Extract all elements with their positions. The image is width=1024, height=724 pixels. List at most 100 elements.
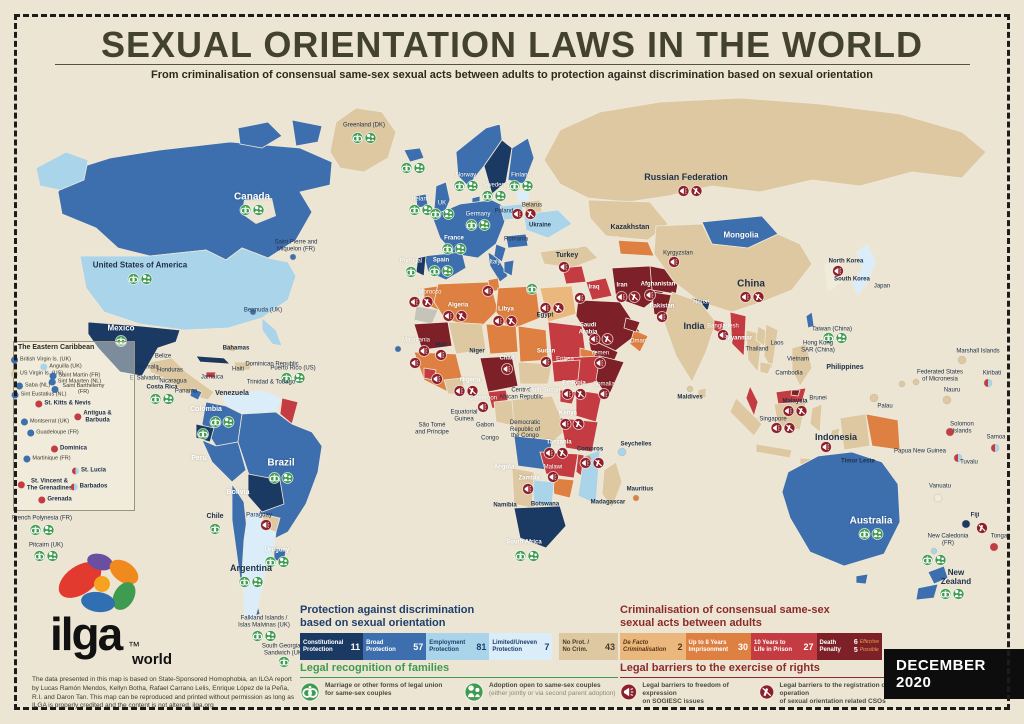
country-cuba (195, 355, 232, 365)
adoption-icon (277, 556, 290, 568)
marriage-icon (238, 576, 251, 588)
adoption-icon (478, 219, 491, 231)
registration-icon (466, 385, 479, 397)
registration-icon (455, 310, 468, 322)
registration-icon (552, 302, 565, 314)
legend-barriers-heading: Legal barriers to the exercise of rights (620, 662, 888, 678)
expression-icon (442, 310, 455, 322)
country-nz1 (927, 565, 949, 585)
expression-icon (477, 401, 489, 413)
death-penalty-count: 6 (853, 639, 858, 647)
legend-segment-label: 10 Years to Life in Prison (754, 639, 793, 653)
adoption-icon (934, 554, 947, 566)
marriage-icon (441, 243, 454, 255)
legend-criminalisation: Criminalisation of consensual same-sex s… (620, 604, 882, 661)
marriage-icon (508, 180, 521, 192)
inset-item: St. Lucia (71, 467, 106, 475)
death-penalty-kind: Effective (859, 639, 879, 646)
marriage-icon (278, 656, 290, 668)
country-myanmar (729, 311, 747, 357)
inset-country-dot (49, 372, 57, 380)
inset-country-dot (50, 445, 58, 453)
countries-layer (35, 97, 987, 623)
country-sulawesi (809, 403, 823, 433)
country-balkans (493, 243, 507, 263)
country-finland (507, 137, 535, 185)
legend-segment: Employment Protection 81 (426, 633, 490, 661)
legend-item-text: Legal barriers to freedom of expression … (642, 681, 729, 705)
inset-item: Sint Eustatius (NL) (11, 391, 67, 399)
marriage-icon (481, 190, 494, 202)
country-maluku (829, 427, 841, 439)
island-dot (289, 253, 297, 261)
marriage-icon (465, 219, 478, 231)
inset-title: The Eastern Caribbean (18, 344, 95, 351)
inset-country-label: Martinique (FR) (32, 455, 71, 462)
country-russia (543, 97, 987, 203)
inset-country-label: Sint Eustatius (NL) (20, 391, 67, 398)
island-dot (617, 447, 627, 457)
legend-segment: 10 Years to Life in Prison 27 (751, 633, 817, 661)
country-peru (201, 439, 247, 483)
inset-country-dot (23, 455, 31, 463)
adoption-icon (466, 180, 479, 192)
adoption-icon (222, 416, 235, 428)
adoption-icon (464, 682, 484, 702)
country-hispaniola (233, 361, 253, 371)
inset-country-dot (27, 429, 35, 437)
island-dot (394, 345, 402, 353)
logo-tm: ™ (128, 639, 140, 653)
country-botswana (531, 479, 555, 507)
marriage-icon (405, 266, 417, 278)
expression-icon (615, 291, 628, 303)
legend-barriers: Legal barriers to the exercise of rights… (620, 662, 888, 706)
registration-icon (592, 457, 605, 469)
legend-criminalisation-heading: Criminalisation of consensual same-sex s… (620, 604, 830, 629)
inset-item: St. Vincent & The Grenadines (17, 478, 72, 491)
marriage-icon (239, 204, 252, 216)
inset-item: Sint Maarten (NL) (48, 378, 101, 386)
expression-icon (453, 385, 466, 397)
expression-icon (539, 302, 552, 314)
adoption-icon (871, 528, 884, 540)
adoption-icon (521, 180, 534, 192)
ilga-logo: ilga ™ world (50, 553, 172, 668)
registration-icon (759, 684, 775, 700)
registration-icon (690, 185, 703, 197)
inset-item: Barbados (70, 483, 107, 491)
island-dot (945, 427, 955, 437)
registration-icon (783, 422, 796, 434)
adoption-icon (494, 190, 507, 202)
registration-icon (505, 315, 518, 327)
expression-icon (482, 285, 494, 297)
expression-icon (598, 388, 610, 400)
country-canada (57, 141, 333, 261)
adoption-icon (281, 472, 294, 484)
legend-segment-count: 57 (413, 641, 424, 652)
marriage-icon (264, 556, 277, 568)
inset-country-dot (71, 467, 79, 475)
legend-item: Adoption open to same-sex couples (either… (464, 682, 618, 702)
country-iceland (403, 147, 425, 163)
inset-country-dot (11, 391, 19, 399)
legend-segment-count: 81 (476, 641, 487, 652)
island-dot (930, 547, 938, 555)
legend-segment: Limited/Uneven Protection 7 (489, 633, 553, 661)
country-chad (517, 325, 549, 363)
inset-item: Saint Martin (FR) (49, 372, 101, 380)
country-india (663, 291, 717, 383)
legend-segment: De Facto Criminalisation 2 (620, 633, 686, 661)
country-png (865, 413, 901, 451)
inset-country-label: Saint Martin (FR) (58, 372, 101, 379)
adoption-icon (364, 132, 377, 144)
country-japan (851, 243, 877, 297)
inset-country-dot (35, 400, 43, 408)
poster-subtitle: From criminalisation of consensual same-… (151, 69, 873, 81)
inset-country-label: St. Kitts & Nevis (44, 400, 91, 407)
expression-icon (511, 208, 524, 220)
country-java (755, 443, 793, 459)
marriage-icon (408, 204, 421, 216)
inset-country-dot (74, 413, 82, 421)
legend-item-text: Adoption open to same-sex couples (either… (489, 681, 616, 697)
death-penalty-counts: 6 Effective 5 Possible (854, 639, 879, 654)
